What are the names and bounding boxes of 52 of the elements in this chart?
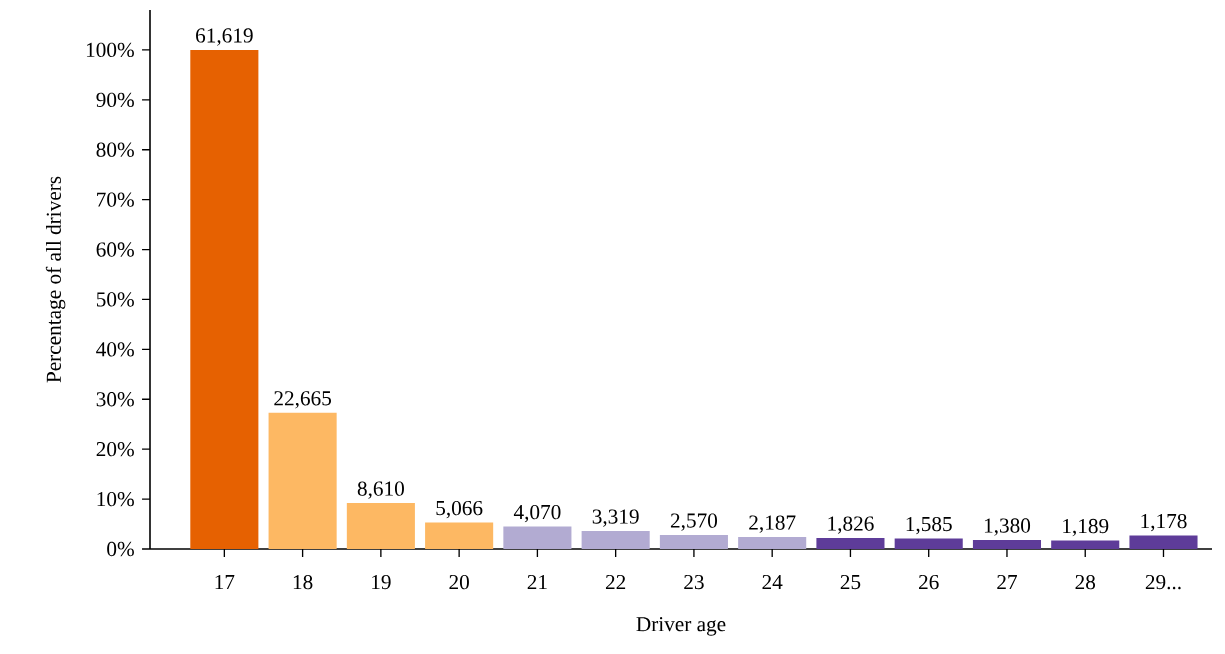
- annotation: 1,178: [1141, 513, 1187, 532]
- y-axis-title: Percentage of all drivers: [45, 176, 66, 383]
- bar: [972, 540, 1042, 549]
- x-tick-label: 28: [1075, 574, 1096, 590]
- x-tick-label: 24: [762, 574, 783, 590]
- y-tick-label: 10%: [97, 491, 134, 507]
- annotation: 22,665: [274, 391, 331, 409]
- bar: [503, 526, 572, 549]
- x-tick-label: 22: [605, 574, 626, 590]
- annotation: 4,070: [513, 504, 561, 523]
- y-tick-label: 20%: [96, 441, 134, 457]
- x-tick-label: 25: [840, 574, 861, 590]
- annotation: 8,610: [357, 481, 404, 499]
- y-tick-label: 80%: [96, 142, 134, 157]
- y-tick-label: 40%: [96, 342, 134, 357]
- bar: [268, 412, 337, 549]
- bar: [738, 537, 807, 549]
- bar: [1051, 540, 1120, 549]
- annotation: 5,066: [436, 500, 483, 519]
- y-tick-label: 70%: [97, 192, 134, 207]
- y-tick-label: 90%: [96, 92, 134, 108]
- x-tick-label: 23: [684, 574, 704, 590]
- annotation: 1,826: [828, 516, 874, 534]
- annotation: 61,619: [196, 28, 253, 46]
- bar: [659, 535, 728, 549]
- y-tick-label: 0%: [107, 541, 134, 557]
- annotation: 2,187: [749, 515, 796, 533]
- y-tick-label: 50%: [96, 292, 134, 307]
- x-tick-label: 20: [449, 574, 469, 590]
- x-tick-label: 21: [527, 574, 547, 590]
- x-tick-label: 18: [293, 574, 313, 590]
- annotation: 1,585: [906, 516, 952, 535]
- bar: [346, 503, 415, 549]
- bar: [894, 538, 963, 549]
- x-axis-title: Driver age: [636, 617, 726, 636]
- y-tick-label: 100%: [86, 42, 134, 58]
- x-tick-label: 26: [919, 574, 939, 590]
- bar: [425, 522, 494, 549]
- x-tick-label: 17: [215, 574, 235, 589]
- x-tick-label: 29...: [1145, 574, 1181, 590]
- annotation: 1,380: [984, 518, 1031, 536]
- annotation: 1,189: [1063, 518, 1109, 537]
- y-tick-label: 60%: [96, 242, 134, 257]
- annotation: 2,570: [670, 513, 718, 531]
- x-tick-label: 19: [372, 574, 391, 590]
- annotation: 3,319: [592, 509, 639, 527]
- bar: [581, 531, 650, 549]
- bar: [190, 49, 259, 549]
- x-tick-label: 27: [997, 574, 1017, 590]
- bar: [816, 538, 885, 549]
- bar: [1129, 535, 1198, 549]
- y-tick-label: 30%: [96, 392, 134, 407]
